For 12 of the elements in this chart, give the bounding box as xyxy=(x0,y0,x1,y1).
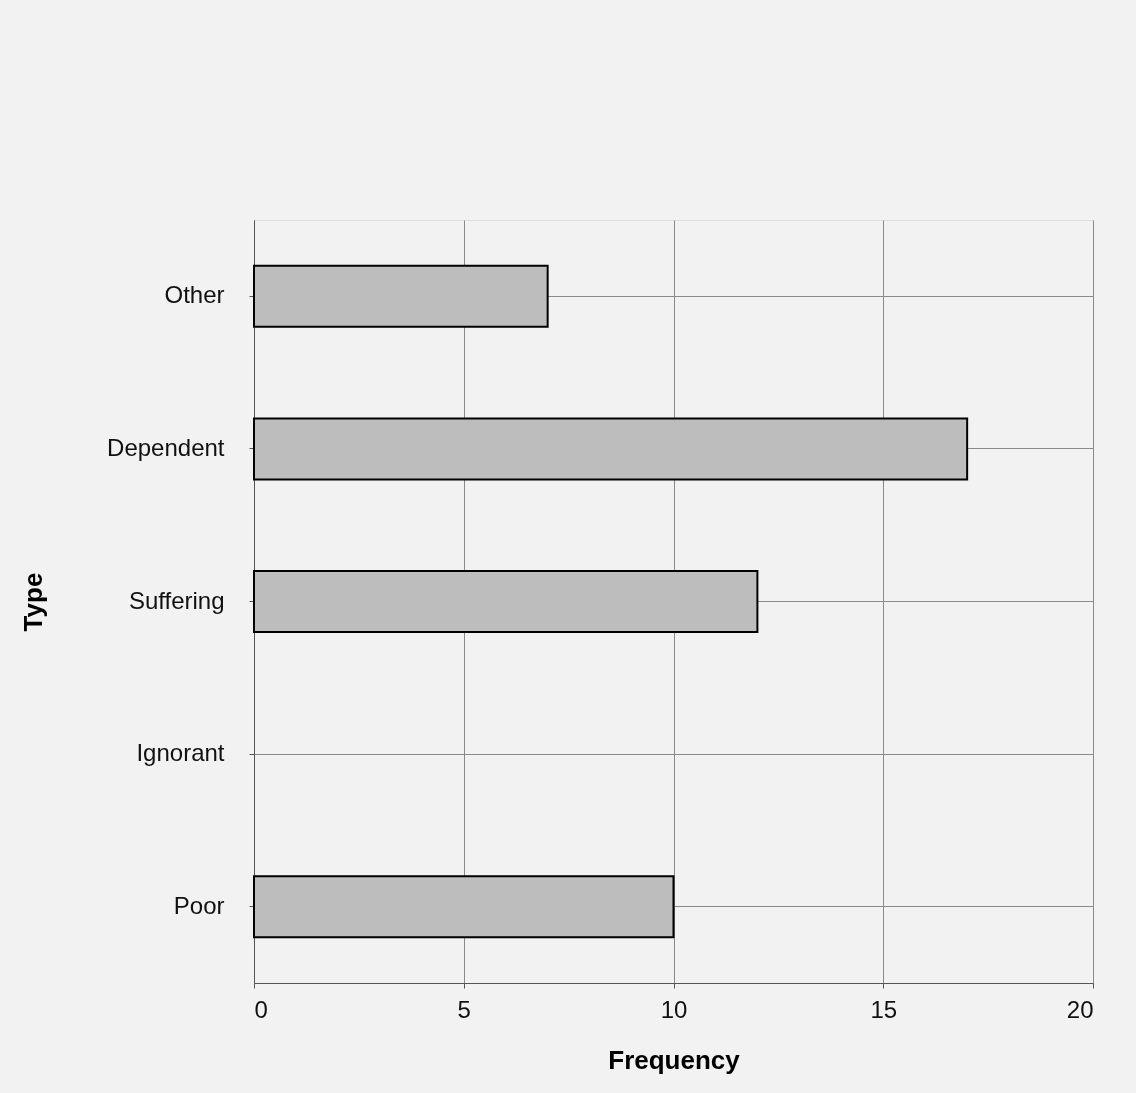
x-tick-label: 0 xyxy=(254,995,268,1023)
x-tick-label: 15 xyxy=(870,995,898,1023)
y-tick-label: Suffering xyxy=(128,586,225,614)
y-tick-label: Other xyxy=(164,281,225,309)
y-tick-label: Dependent xyxy=(107,433,225,461)
x-tick-label: 10 xyxy=(660,995,688,1023)
x-tick-label: 5 xyxy=(457,995,471,1023)
x-axis-title: Frequency xyxy=(608,1044,741,1075)
y-tick-label: Ignorant xyxy=(136,739,225,767)
y-tick-label: Poor xyxy=(173,891,225,919)
y-axis-title: Type xyxy=(18,572,49,632)
x-tick-label: 20 xyxy=(1066,995,1094,1023)
